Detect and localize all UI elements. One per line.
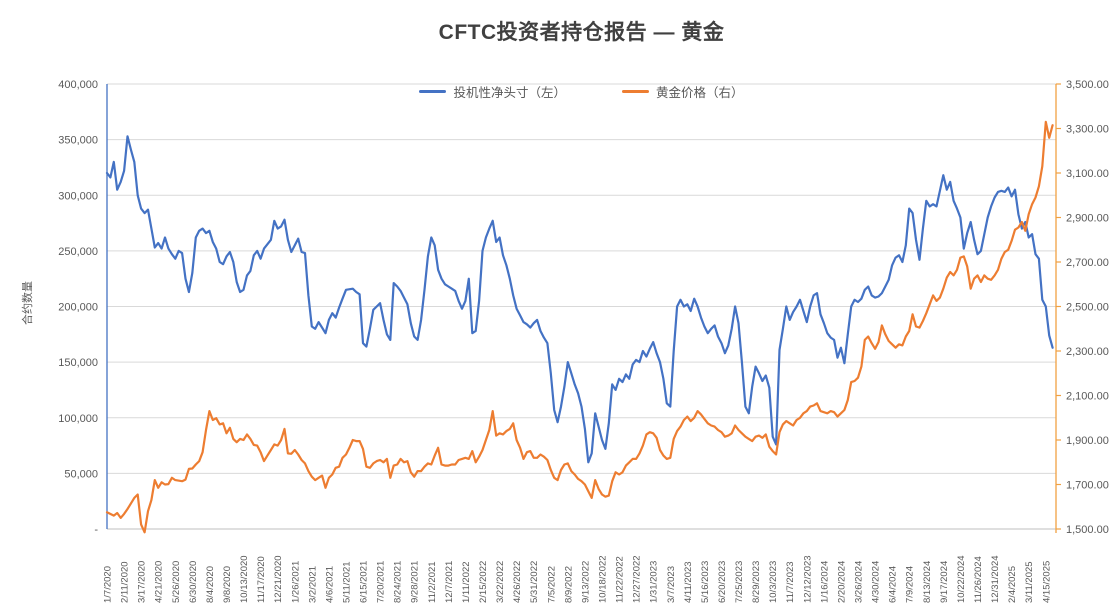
- x-axis-tick-label: 7/9/2024: [905, 566, 916, 603]
- legend-item-gold-price: 黄金价格（右）: [622, 82, 744, 101]
- x-axis-tick-label: 4/26/2022: [512, 561, 523, 603]
- x-axis-tick-label: 7/25/2023: [734, 561, 745, 603]
- net-position-line-swatch-icon: [419, 89, 447, 94]
- x-axis-tick-label: 3/11/2025: [1024, 561, 1035, 603]
- x-axis-tick-label: 7/20/2021: [376, 561, 387, 603]
- x-axis-tick-label: 3/22/2022: [495, 561, 506, 603]
- legend-label-gold-price: 黄金价格（右）: [656, 86, 744, 100]
- x-axis-tick-label: 10/3/2023: [768, 561, 779, 603]
- y-axis-tick-label-right: 1,500.00: [1066, 524, 1109, 536]
- y-axis-tick-label-right: 2,900.00: [1066, 213, 1109, 225]
- x-axis-tick-label: 10/18/2022: [597, 555, 608, 603]
- x-axis-tick-label: 8/13/2024: [922, 561, 933, 603]
- y-axis-tick-label-left: 250,000: [58, 246, 98, 258]
- y-axis-tick-label-left: -: [94, 524, 98, 536]
- x-axis-tick-label: 3/26/2024: [854, 561, 865, 603]
- y-axis-tick-label-right: 2,500.00: [1066, 302, 1109, 314]
- x-axis-tick-label: 1/7/2020: [103, 566, 114, 603]
- x-axis-tick-label: 12/27/2022: [632, 555, 643, 603]
- x-axis-tick-label: 4/11/2023: [683, 561, 694, 603]
- x-axis-tick-label: 5/26/2020: [171, 561, 182, 603]
- x-axis-tick-label: 11/22/2022: [615, 556, 626, 603]
- x-axis-tick-label: 1/11/2022: [461, 561, 472, 603]
- x-axis-tick-label: 12/7/2021: [444, 561, 455, 603]
- x-axis-tick-label: 8/24/2021: [393, 561, 404, 603]
- y-axis-tick-label-left: 300,000: [58, 190, 98, 202]
- y-axis-tick-label-right: 2,700.00: [1066, 257, 1109, 269]
- legend-item-net-position: 投机性净头寸（左）: [419, 82, 566, 101]
- x-axis-tick-label: 11/2/2021: [427, 561, 438, 603]
- x-axis-tick-label: 4/6/2021: [324, 566, 335, 603]
- x-axis-tick-label: 9/8/2020: [222, 566, 233, 603]
- x-axis-tick-label: 8/29/2023: [751, 561, 762, 603]
- x-axis-tick-label: 2/20/2024: [836, 561, 847, 603]
- x-axis-tick-label: 2/4/2025: [1007, 566, 1018, 603]
- x-axis-tick-label: 4/30/2024: [871, 561, 882, 603]
- x-axis-tick-label: 3/7/2023: [666, 566, 677, 603]
- y-axis-tick-label-left: 350,000: [58, 135, 98, 147]
- x-axis-tick-label: 4/15/2025: [1041, 561, 1052, 603]
- y-axis-tick-label-left: 100,000: [58, 413, 98, 425]
- x-axis-tick-label: 11/7/2023: [785, 561, 796, 603]
- x-axis-tick-label: 2/11/2020: [120, 561, 131, 603]
- x-axis-tick-label: 5/16/2023: [700, 561, 711, 603]
- y-axis-tick-label-left: 400,000: [58, 79, 98, 91]
- y-axis-tick-label-right: 2,100.00: [1066, 391, 1109, 403]
- x-axis-tick-label: 6/15/2021: [359, 561, 370, 603]
- y-axis-tick-label-right: 2,300.00: [1066, 346, 1109, 358]
- y-axis-tick-label-left: 50,000: [64, 468, 98, 480]
- x-axis-tick-label: 12/21/2020: [273, 555, 284, 603]
- y-axis-tick-label-right: 3,300.00: [1066, 124, 1109, 136]
- x-axis-tick-label: 12/12/2023: [802, 555, 813, 603]
- x-axis-tick-label: 8/4/2020: [205, 566, 216, 603]
- y-axis-tick-label-right: 1,900.00: [1066, 435, 1109, 447]
- x-axis-tick-label: 1/26/2021: [290, 561, 301, 603]
- x-axis-tick-label: 5/11/2021: [341, 561, 352, 603]
- x-axis-tick-label: 6/20/2023: [717, 561, 728, 603]
- x-axis-tick-label: 3/17/2020: [137, 561, 148, 603]
- x-axis-tick-label: 12/31/2024: [990, 555, 1001, 603]
- x-axis-tick-label: 9/28/2021: [410, 561, 421, 603]
- x-axis-tick-label: 11/17/2020: [256, 556, 267, 603]
- legend-label-net-position: 投机性净头寸（左）: [453, 86, 566, 100]
- x-axis-tick-label: 5/31/2022: [529, 561, 540, 603]
- y-axis-tick-label-right: 3,500.00: [1066, 79, 1109, 91]
- legend: 投机性净头寸（左） 黄金价格（右）: [107, 82, 1056, 101]
- gold-price-line: [105, 120, 1054, 534]
- x-axis-tick-label: 9/13/2022: [580, 561, 591, 603]
- x-axis-tick-label: 7/5/2022: [546, 566, 557, 603]
- x-axis-tick-label: 6/30/2020: [188, 561, 199, 603]
- x-axis-tick-label: 6/4/2024: [888, 566, 899, 603]
- x-axis-tick-label: 1/31/2023: [649, 561, 660, 603]
- x-axis-tick-label: 8/9/2022: [563, 566, 574, 603]
- x-axis-tick-label: 11/26/2024: [973, 556, 984, 603]
- y-axis-tick-label-left: 200,000: [58, 302, 98, 314]
- x-axis-tick-label: 4/21/2020: [154, 561, 165, 603]
- gold-price-line-swatch-icon: [622, 89, 649, 94]
- x-axis-tick-label: 2/15/2022: [478, 561, 489, 603]
- net-position-line: [105, 135, 1054, 464]
- chart-title: CFTC投资者持仓报告 — 黄金: [438, 21, 725, 44]
- y-axis-tick-label-right: 1,700.00: [1066, 480, 1109, 492]
- x-axis-tick-label: 3/2/2021: [307, 566, 318, 603]
- x-axis-tick-label: 10/13/2020: [239, 555, 250, 603]
- y-axis-tick-label-right: 3,100.00: [1066, 168, 1109, 180]
- x-axis-tick-label: 9/17/2024: [939, 561, 950, 603]
- y-axis-tick-label-left: 150,000: [58, 357, 98, 369]
- x-axis-tick-label: 1/16/2024: [819, 561, 830, 603]
- x-axis-tick-label: 10/22/2024: [956, 555, 967, 603]
